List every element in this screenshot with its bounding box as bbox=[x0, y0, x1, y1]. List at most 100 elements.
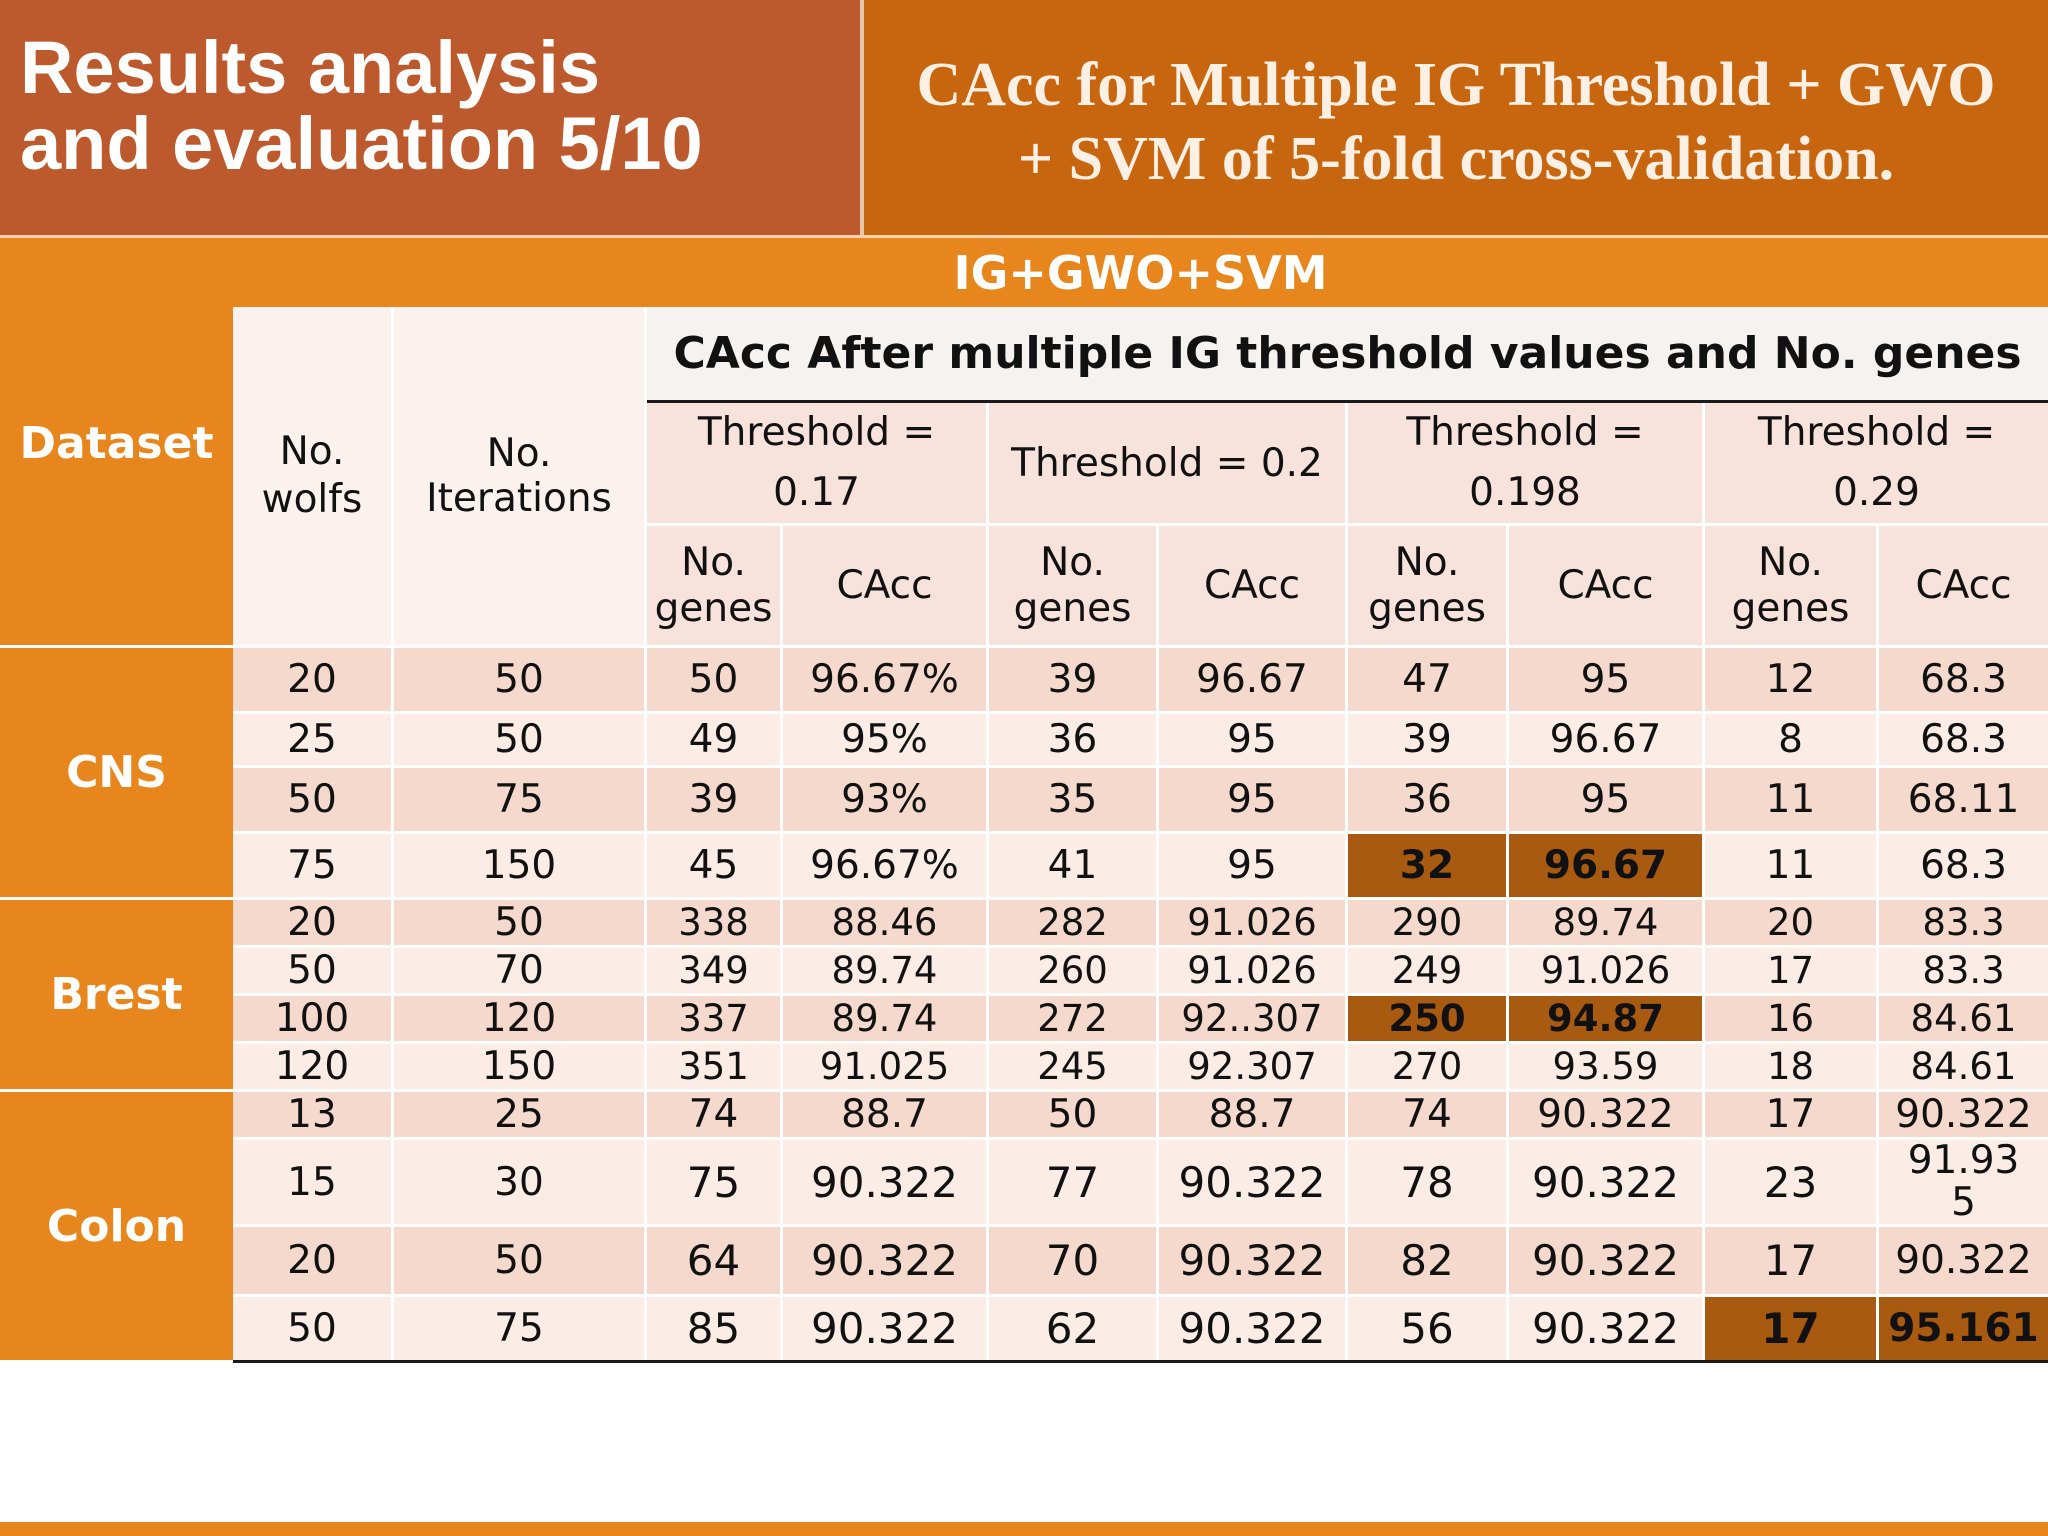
genes-cell: 17 bbox=[1702, 1224, 1879, 1297]
table-row: 100 120 337 89.74 272 92..307 250 94.87 16 84.61 bbox=[2, 993, 2048, 1044]
threshold-0-2: Threshold = 0.2 bbox=[986, 400, 1348, 526]
genes-cell: 39 bbox=[644, 765, 783, 834]
wolfs-header: No. wolfs bbox=[230, 304, 394, 648]
genes-cell: 49 bbox=[644, 711, 783, 768]
iterations-cell: 50 bbox=[391, 711, 647, 768]
slide-title: Results analysis and evaluation 5/10 bbox=[20, 30, 703, 182]
genes-cell: 8 bbox=[1702, 711, 1879, 768]
table-row: 75 150 45 96.67% 41 95 32 96.67 11 68.3 bbox=[2, 831, 2048, 900]
cacc-cell: 90.322 bbox=[780, 1224, 989, 1297]
table-row: 25 50 49 95% 36 95 39 96.67 8 68.3 bbox=[2, 711, 2048, 768]
table-row: Colon 13 25 74 88.7 50 88.7 74 90.322 17 90.322 bbox=[0, 1089, 2048, 1363]
wolfs-cell: 20 bbox=[230, 897, 394, 948]
genes-subheader: No. genes bbox=[986, 523, 1159, 648]
genes-cell: 282 bbox=[986, 897, 1159, 948]
cacc-cell: 84.61 bbox=[1875, 1041, 2048, 1092]
cacc-header: CAcc After multiple IG threshold values … bbox=[643, 304, 2048, 403]
genes-cell: 36 bbox=[1345, 765, 1509, 834]
header-underline bbox=[0, 235, 2048, 238]
cacc-cell: 90.322 bbox=[1156, 1224, 1348, 1297]
cacc-cell: 89.74 bbox=[780, 945, 989, 996]
cacc-cell: 90.322 bbox=[1156, 1137, 1348, 1227]
genes-cell: 39 bbox=[986, 645, 1159, 714]
wolfs-cell: 13 bbox=[230, 1089, 394, 1140]
results-table-container: Dataset IG+GWO+SVM No. wolfs No. Iterati… bbox=[0, 238, 2048, 1528]
slide-title-line2: and evaluation 5/10 bbox=[20, 102, 703, 185]
genes-cell: 270 bbox=[1345, 1041, 1509, 1092]
genes-cell: 250 bbox=[1345, 993, 1509, 1044]
cacc-cell: 95 bbox=[1156, 765, 1348, 834]
genes-cell: 74 bbox=[644, 1089, 783, 1140]
cacc-cell: 83.3 bbox=[1875, 897, 2048, 948]
genes-cell: 39 bbox=[1345, 711, 1509, 768]
genes-cell: 50 bbox=[644, 645, 783, 714]
iterations-cell: 150 bbox=[391, 831, 647, 900]
genes-cell: 36 bbox=[986, 711, 1159, 768]
cacc-cell: 90.322 bbox=[1506, 1089, 1705, 1140]
cacc-cell: 84.61 bbox=[1875, 993, 2048, 1044]
cacc-cell: 95.161 bbox=[1875, 1294, 2048, 1363]
genes-cell: 47 bbox=[1345, 645, 1509, 714]
genes-cell: 290 bbox=[1345, 897, 1509, 948]
iterations-cell: 150 bbox=[391, 1041, 647, 1092]
wolfs-cell: 25 bbox=[230, 711, 394, 768]
iterations-cell: 75 bbox=[391, 1294, 647, 1363]
genes-cell: 35 bbox=[986, 765, 1159, 834]
iterations-cell: 30 bbox=[391, 1137, 647, 1227]
dataset-cns: CNS bbox=[0, 645, 233, 900]
cacc-cell: 90.322 bbox=[1875, 1089, 2048, 1140]
cacc-cell: 90.322 bbox=[1875, 1224, 2048, 1297]
cacc-cell: 91.026 bbox=[1156, 945, 1348, 996]
cacc-cell: 95% bbox=[780, 711, 989, 768]
genes-cell: 349 bbox=[644, 945, 783, 996]
genes-cell: 20 bbox=[1702, 897, 1879, 948]
genes-cell: 351 bbox=[644, 1041, 783, 1092]
header-divider bbox=[860, 0, 864, 235]
wolfs-cell: 50 bbox=[230, 765, 394, 834]
genes-cell: 82 bbox=[1345, 1224, 1509, 1297]
threshold-0-29: Threshold = 0.29 bbox=[1701, 400, 2048, 526]
cacc-cell: 90.322 bbox=[780, 1137, 989, 1227]
genes-cell: 17 bbox=[1702, 945, 1879, 996]
cacc-cell: 95 bbox=[1506, 645, 1705, 714]
cacc-cell: 95 bbox=[1506, 765, 1705, 834]
cacc-cell: 90.322 bbox=[780, 1294, 989, 1363]
table-row: Brest 20 50 338 88.46 282 91.026 290 89.74 20 83.3 bbox=[0, 897, 2048, 1092]
cacc-cell: 90.322 bbox=[1156, 1294, 1348, 1363]
genes-cell: 64 bbox=[644, 1224, 783, 1297]
cacc-cell: 91.93 5 bbox=[1875, 1137, 2048, 1227]
cacc-cell: 96.67 bbox=[1156, 645, 1348, 714]
genes-cell: 62 bbox=[986, 1294, 1159, 1363]
genes-cell: 45 bbox=[644, 831, 783, 900]
bottom-strip bbox=[0, 1522, 2048, 1536]
table-row: 50 70 349 89.74 260 91.026 249 91.026 17 83.3 bbox=[2, 945, 2048, 996]
cacc-cell: 96.67 bbox=[1506, 831, 1705, 900]
genes-subheader: No. genes bbox=[1702, 523, 1879, 648]
cacc-cell: 91.026 bbox=[1156, 897, 1348, 948]
genes-cell: 50 bbox=[986, 1089, 1159, 1140]
genes-cell: 11 bbox=[1702, 831, 1879, 900]
wolfs-cell: 20 bbox=[230, 1224, 394, 1297]
header-right-panel bbox=[864, 0, 2048, 235]
genes-cell: 75 bbox=[644, 1137, 783, 1227]
cacc-cell: 88.7 bbox=[1156, 1089, 1348, 1140]
cacc-cell: 90.322 bbox=[1506, 1294, 1705, 1363]
iterations-cell: 70 bbox=[391, 945, 647, 996]
table-row: 15 30 75 90.322 77 90.322 78 90.322 23 91.93 5 bbox=[2, 1137, 2048, 1227]
cacc-cell: 90.322 bbox=[1506, 1224, 1705, 1297]
genes-subheader: No. genes bbox=[644, 523, 783, 648]
threshold-0-198: Threshold = 0.198 bbox=[1345, 400, 1705, 526]
genes-cell: 23 bbox=[1702, 1137, 1879, 1227]
iterations-header: No. Iterations bbox=[391, 304, 647, 648]
header-left-panel bbox=[0, 0, 860, 235]
table-row: 50 75 85 90.322 62 90.322 56 90.322 17 95.161 bbox=[2, 1294, 2048, 1363]
cacc-cell: 68.3 bbox=[1875, 645, 2048, 714]
slide-subtitle-line1: CAcc for Multiple IG Threshold + GWO bbox=[916, 51, 1996, 119]
cacc-cell: 88.7 bbox=[780, 1089, 989, 1140]
cacc-cell: 83.3 bbox=[1875, 945, 2048, 996]
genes-cell: 56 bbox=[1345, 1294, 1509, 1363]
iterations-cell: 50 bbox=[391, 897, 647, 948]
table-row: 120 150 351 91.025 245 92.307 270 93.59 18 84.61 bbox=[2, 1041, 2048, 1092]
cacc-cell: 92..307 bbox=[1156, 993, 1348, 1044]
iterations-cell: 50 bbox=[391, 1224, 647, 1297]
